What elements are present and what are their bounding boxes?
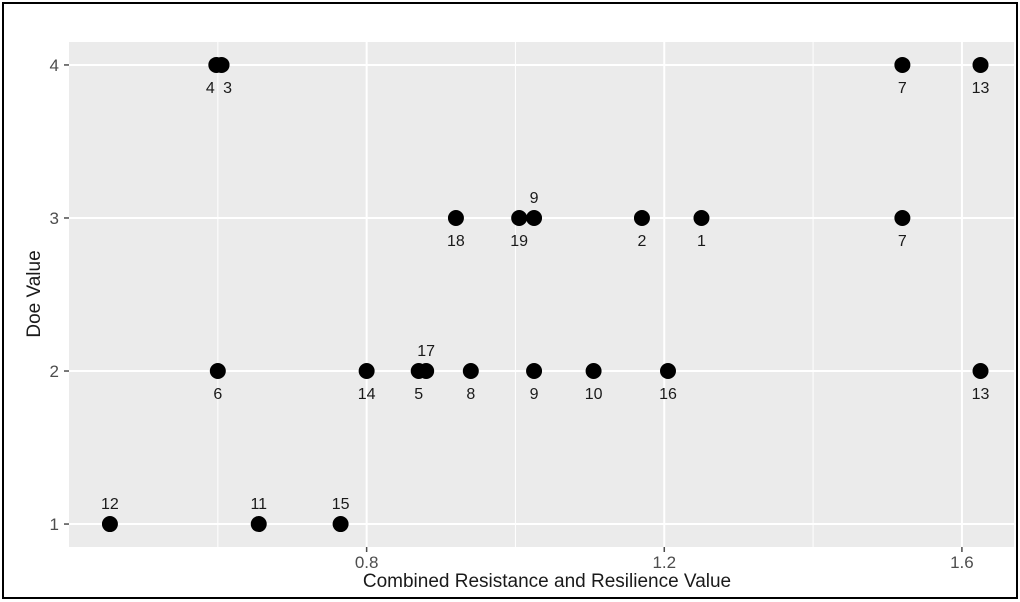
point-label: 17: [417, 343, 435, 360]
point-label: 11: [250, 496, 267, 513]
y-tick-label: 1: [50, 515, 59, 534]
data-point: [894, 56, 911, 73]
data-point: [332, 516, 349, 533]
point-label: 9: [530, 190, 539, 207]
data-point: [659, 363, 676, 380]
point-label: 13: [972, 80, 990, 97]
data-point: [447, 209, 464, 226]
point-label: 18: [447, 233, 465, 250]
point-label: 3: [223, 80, 232, 97]
data-point: [209, 363, 226, 380]
data-point: [526, 209, 543, 226]
x-tick-label: 0.8: [355, 553, 379, 572]
data-point: [693, 209, 710, 226]
point-label: 7: [898, 80, 907, 97]
y-axis-title: Doe Value: [24, 250, 45, 337]
data-point: [972, 363, 989, 380]
point-label: 16: [659, 386, 677, 403]
point-label: 8: [466, 386, 475, 403]
point-label: 12: [101, 496, 119, 513]
x-axis-title: Combined Resistance and Resilience Value: [363, 571, 731, 592]
data-point: [894, 209, 911, 226]
data-point: [633, 209, 650, 226]
data-point: [585, 363, 602, 380]
point-label: 19: [510, 233, 528, 250]
point-label: 5: [414, 386, 423, 403]
point-label: 1: [697, 233, 706, 250]
data-point: [101, 516, 118, 533]
data-point: [526, 363, 543, 380]
point-label: 7: [898, 233, 907, 250]
data-point: [250, 516, 267, 533]
point-label: 15: [332, 496, 350, 513]
x-tick-label: 1.2: [652, 553, 676, 572]
data-point: [511, 209, 528, 226]
plot-panel: [69, 42, 1014, 547]
point-label: 4: [206, 80, 215, 97]
data-point: [213, 56, 230, 73]
point-label: 2: [637, 233, 646, 250]
data-point: [462, 363, 479, 380]
point-label: 13: [972, 386, 990, 403]
point-label: 10: [585, 386, 603, 403]
y-tick-label: 2: [50, 362, 59, 381]
y-tick-label: 4: [50, 56, 59, 75]
data-point: [358, 363, 375, 380]
data-point: [972, 56, 989, 73]
point-label: 9: [530, 386, 539, 403]
x-tick-label: 1.6: [950, 553, 974, 572]
data-point: [418, 363, 435, 380]
y-tick-label: 3: [50, 209, 59, 228]
point-label: 14: [358, 386, 376, 403]
point-label: 6: [213, 386, 222, 403]
